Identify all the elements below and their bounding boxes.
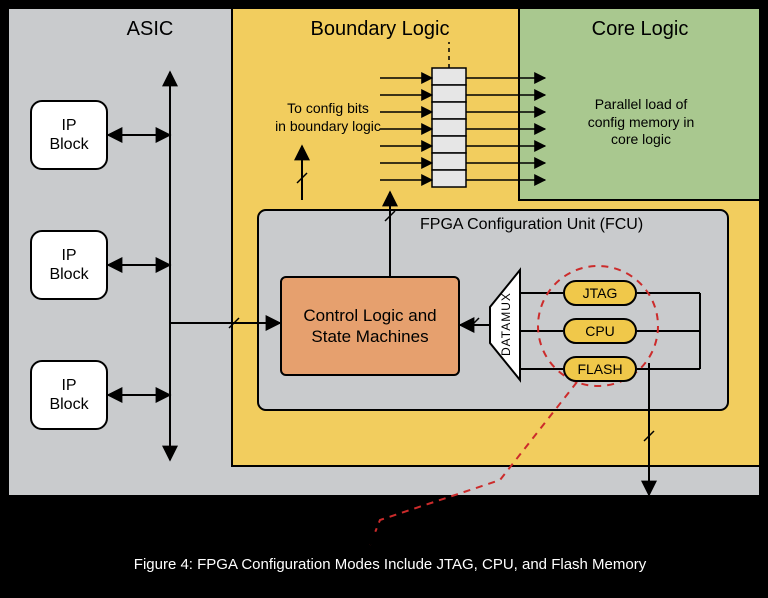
label-boundary: Boundary Logic <box>270 18 490 41</box>
ip-block: IPBlock <box>30 360 108 430</box>
control-logic-block: Control Logic andState Machines <box>280 276 460 376</box>
fcu-label: FPGA Configuration Unit (FCU) <box>420 216 643 234</box>
ip-block: IPBlock <box>30 100 108 170</box>
mode-pill-cpu: CPU <box>563 318 637 344</box>
label-asic: ASIC <box>90 18 210 41</box>
mode-pill-jtag: JTAG <box>563 280 637 306</box>
annot-to-config-bits: To config bitsin boundary logic <box>258 100 398 135</box>
mode-pill-flash: FLASH <box>563 356 637 382</box>
annot-parallel-load: Parallel load ofconfig memory incore log… <box>556 96 726 149</box>
figure-caption: Figure 4: FPGA Configuration Modes Inclu… <box>110 556 670 573</box>
label-core: Core Logic <box>540 18 740 41</box>
ip-block: IPBlock <box>30 230 108 300</box>
datamux-label: DATAMUX <box>499 296 513 356</box>
